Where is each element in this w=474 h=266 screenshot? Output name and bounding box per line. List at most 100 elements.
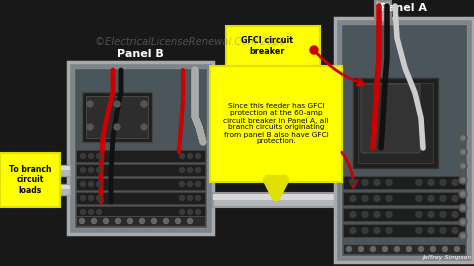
Circle shape <box>358 247 364 251</box>
Circle shape <box>87 101 93 107</box>
Circle shape <box>459 148 467 156</box>
Circle shape <box>461 150 465 154</box>
FancyBboxPatch shape <box>76 206 205 218</box>
Circle shape <box>103 218 109 223</box>
Circle shape <box>81 210 85 214</box>
FancyBboxPatch shape <box>335 18 473 262</box>
Circle shape <box>188 168 192 172</box>
Circle shape <box>416 196 422 202</box>
Circle shape <box>440 180 446 185</box>
FancyBboxPatch shape <box>361 84 420 153</box>
FancyBboxPatch shape <box>76 192 205 204</box>
FancyBboxPatch shape <box>343 176 465 189</box>
Text: Jeffrey Simpson: Jeffrey Simpson <box>422 255 472 260</box>
Circle shape <box>97 181 101 186</box>
Circle shape <box>180 153 184 159</box>
Circle shape <box>416 227 422 234</box>
Circle shape <box>452 196 458 202</box>
FancyBboxPatch shape <box>343 208 465 221</box>
Text: Since this feeder has GFCI
protection at the 60-amp
circuit breaker in Panel A, : Since this feeder has GFCI protection at… <box>223 103 329 144</box>
Circle shape <box>362 211 368 218</box>
FancyBboxPatch shape <box>76 178 205 190</box>
Circle shape <box>195 168 201 172</box>
Circle shape <box>459 204 467 212</box>
Circle shape <box>386 196 392 202</box>
Circle shape <box>386 211 392 218</box>
Circle shape <box>374 196 380 202</box>
Circle shape <box>164 218 168 223</box>
Circle shape <box>461 136 465 140</box>
FancyBboxPatch shape <box>375 0 391 22</box>
FancyBboxPatch shape <box>38 165 70 176</box>
Circle shape <box>141 101 147 107</box>
Circle shape <box>116 218 120 223</box>
Circle shape <box>128 218 133 223</box>
Circle shape <box>188 153 192 159</box>
Circle shape <box>188 196 192 201</box>
Circle shape <box>430 247 436 251</box>
FancyBboxPatch shape <box>341 24 467 256</box>
Circle shape <box>97 168 101 172</box>
Circle shape <box>440 227 446 234</box>
Circle shape <box>188 210 192 214</box>
Circle shape <box>141 124 147 130</box>
Circle shape <box>195 210 201 214</box>
Circle shape <box>195 181 201 186</box>
Circle shape <box>407 247 411 251</box>
Circle shape <box>452 227 458 234</box>
Circle shape <box>195 153 201 159</box>
Circle shape <box>81 168 85 172</box>
Circle shape <box>452 211 458 218</box>
FancyBboxPatch shape <box>86 96 148 138</box>
Circle shape <box>97 196 101 201</box>
Circle shape <box>459 218 467 226</box>
Circle shape <box>459 162 467 170</box>
Circle shape <box>87 124 93 130</box>
Circle shape <box>346 247 352 251</box>
FancyBboxPatch shape <box>358 83 433 163</box>
FancyBboxPatch shape <box>74 68 207 228</box>
FancyBboxPatch shape <box>76 216 205 226</box>
Circle shape <box>394 247 400 251</box>
Circle shape <box>461 220 465 224</box>
Circle shape <box>452 180 458 185</box>
Circle shape <box>428 180 434 185</box>
Circle shape <box>350 180 356 185</box>
Ellipse shape <box>373 0 393 1</box>
Circle shape <box>188 218 192 223</box>
Text: Panel A: Panel A <box>381 3 428 13</box>
Circle shape <box>461 234 465 238</box>
Text: ©ElectricalLicenseRenewal.Com 2020: ©ElectricalLicenseRenewal.Com 2020 <box>94 37 285 47</box>
Circle shape <box>114 101 120 107</box>
Text: To branch
circuit
loads: To branch circuit loads <box>9 165 51 195</box>
Circle shape <box>139 218 145 223</box>
Circle shape <box>310 46 318 54</box>
Circle shape <box>386 227 392 234</box>
Circle shape <box>362 227 368 234</box>
Circle shape <box>419 247 423 251</box>
FancyBboxPatch shape <box>343 192 465 205</box>
Circle shape <box>428 196 434 202</box>
Circle shape <box>371 247 375 251</box>
Circle shape <box>459 232 467 240</box>
FancyBboxPatch shape <box>213 193 335 207</box>
Circle shape <box>175 218 181 223</box>
Circle shape <box>81 196 85 201</box>
FancyBboxPatch shape <box>343 244 465 254</box>
Circle shape <box>461 192 465 196</box>
Circle shape <box>428 227 434 234</box>
Circle shape <box>89 196 93 201</box>
Circle shape <box>461 178 465 182</box>
FancyBboxPatch shape <box>0 153 60 207</box>
Circle shape <box>416 180 422 185</box>
Circle shape <box>350 196 356 202</box>
FancyBboxPatch shape <box>353 78 438 168</box>
Circle shape <box>455 247 459 251</box>
Circle shape <box>362 196 368 202</box>
Circle shape <box>459 134 467 142</box>
Circle shape <box>443 247 447 251</box>
FancyBboxPatch shape <box>38 184 70 195</box>
Circle shape <box>180 196 184 201</box>
Circle shape <box>180 210 184 214</box>
Circle shape <box>428 211 434 218</box>
